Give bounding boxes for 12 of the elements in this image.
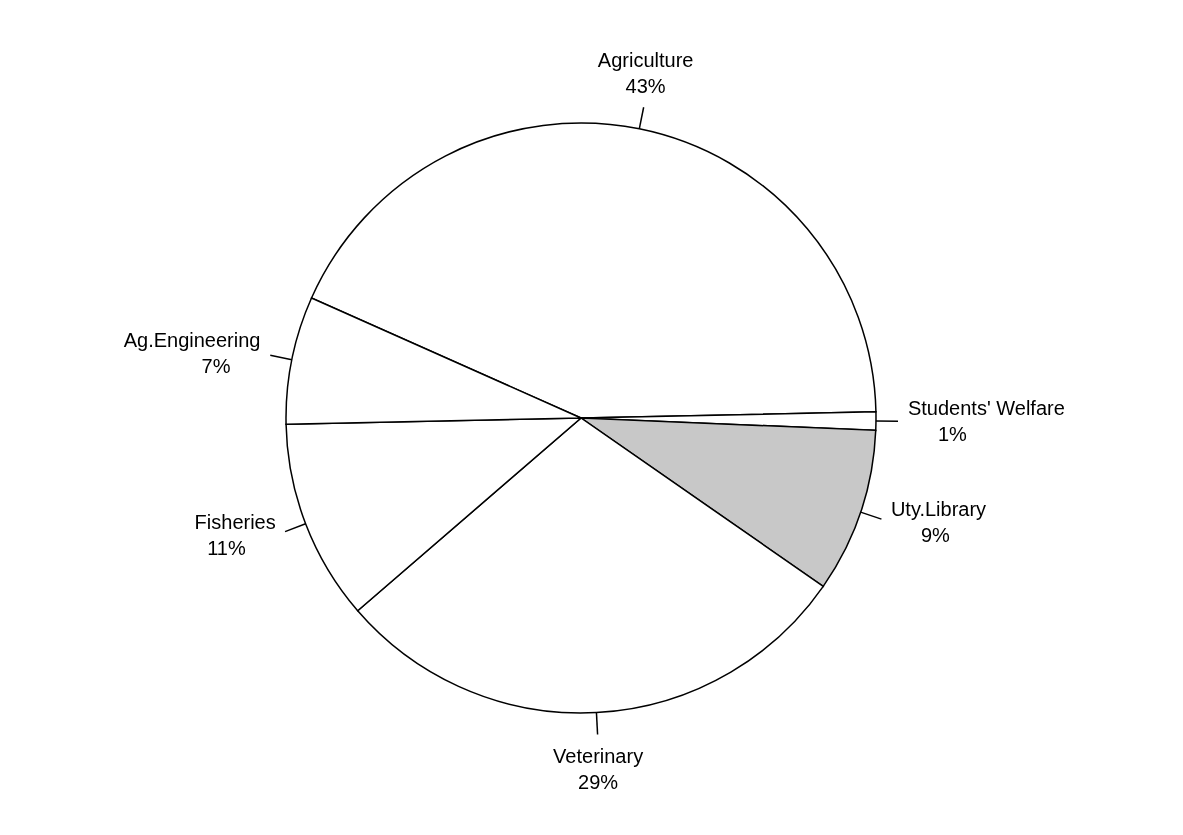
data-label: 43% <box>625 75 666 98</box>
slice-label: Uty.Library <box>890 498 987 521</box>
data-label: 9% <box>920 524 951 547</box>
slice-label: Students' Welfare <box>907 397 1065 420</box>
data-label: 7% <box>201 355 231 378</box>
slice-label: Agriculture <box>597 49 694 72</box>
data-label: 11% <box>207 537 246 560</box>
data-label: 1% <box>937 423 968 446</box>
slice-label: Veterinary <box>553 744 644 767</box>
data-label: 29% <box>578 770 619 793</box>
slice-label: Fisheries <box>194 511 276 534</box>
slice-label: Ag.Engineering <box>123 329 261 352</box>
